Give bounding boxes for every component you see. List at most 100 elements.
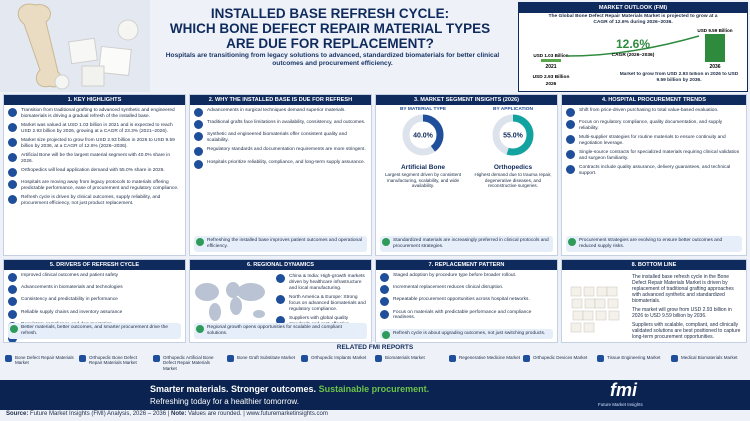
list-item: Focus on regulatory compliance, quality …	[566, 120, 742, 132]
material-image	[570, 286, 620, 333]
outlook-graphic: USD 1.03 Billion 2021 USD 9.59 Billion 2036…	[533, 28, 739, 87]
list-item: Hospitals prioritize reliability, compli…	[194, 159, 367, 169]
footer-icon	[196, 238, 204, 247]
map-land	[209, 303, 221, 321]
title-line: WHICH BONE DEFECT REPAIR MATERIAL TYPES	[169, 21, 491, 36]
panel: 5. DRIVERS OF REFRESH CYCLE Improved clin…	[3, 259, 186, 343]
item-icon	[380, 297, 389, 307]
item-icon	[8, 309, 17, 319]
panel-footer: Procurement strategies are evolving to e…	[566, 236, 742, 252]
segment-column: BY APPLICATION 55.0% Orthopedics Highest de…	[470, 107, 556, 189]
cagr-label: CAGR (2026–2036)	[612, 52, 655, 58]
note-label: Note:	[170, 411, 187, 417]
list-item: The market will grow from USD 2.93 billi…	[632, 307, 732, 320]
footer-band: Smarter materials. Stronger outcomes. Su…	[0, 380, 750, 410]
list-item: Advancements in surgical techniques dema…	[194, 108, 367, 117]
item-icon	[8, 153, 17, 162]
map-land	[226, 282, 240, 298]
report-icon	[153, 355, 160, 362]
segment-name: Orthopedics	[493, 164, 533, 171]
granule	[570, 286, 582, 297]
report-icon	[671, 355, 678, 362]
segment-text: Largest segment driven by consistent man…	[384, 172, 462, 189]
panel: 3. MARKET SEGMENT INSIGHTS (2026) BY MATE…	[375, 94, 558, 256]
report-icon	[227, 355, 234, 362]
item-icon	[194, 108, 203, 117]
item-icon	[8, 297, 17, 307]
panel-heading: 3. MARKET SEGMENT INSIGHTS (2026)	[376, 95, 557, 105]
donut-label: 40.0%	[413, 133, 434, 140]
item-icon	[276, 315, 285, 325]
outlook-summary: The Global Bone Defect Repair Materials …	[548, 14, 718, 25]
donut-label: 55.0%	[503, 133, 524, 140]
tagline-c: Refreshing today for a healthier tomorro…	[150, 397, 299, 406]
title-line: INSTALLED BASE REFRESH CYCLE:	[210, 6, 450, 21]
related-report: Biomaterials Market	[375, 355, 447, 362]
item-list: Shift from price-driven purchasing to to…	[562, 105, 746, 177]
segment-name: Artificial Bone	[400, 164, 446, 171]
granule	[572, 310, 584, 321]
item-icon	[276, 274, 285, 283]
panel: 2. WHY THE INSTALLED BASE IS DUE FOR REF…	[189, 94, 372, 256]
list-item: Focus on materials with predictable perf…	[380, 309, 553, 322]
map-land	[195, 283, 219, 301]
item-icon	[194, 132, 203, 142]
donut: 40.0%	[402, 114, 444, 156]
item-icon	[8, 285, 17, 295]
outlook-note: Market to grow from USD 2.93 billion in …	[619, 72, 739, 83]
list-item: Traditional grafts face limitations in a…	[194, 120, 367, 130]
panel-heading: 4. HOSPITAL PROCUREMENT TRENDS	[562, 95, 746, 105]
cagr: 12.6%	[616, 37, 650, 51]
list-item: Incremental replacement reduces clinical…	[380, 285, 553, 295]
item-icon	[8, 180, 17, 190]
footer-icon	[382, 238, 390, 247]
bar-label: USD 1.03 Billion	[533, 53, 568, 58]
item-icon	[194, 159, 203, 169]
list-item: Synthetic and engineered biomaterials of…	[194, 132, 367, 144]
panel: 8. BOTTOM LINE The installed base refresh…	[561, 259, 747, 343]
report-icon	[301, 355, 308, 362]
granule	[582, 310, 594, 321]
segment-column: BY MATERIAL TYPE 40.0% Artificial Bone Larg…	[380, 107, 466, 189]
panel: 7. REPLACEMENT PATTERN Staged adoption by…	[375, 259, 558, 343]
list-item: Suppliers with scalable, compliant, and …	[632, 322, 741, 341]
panel-footer: Refresh cycle is about upgrading outcome…	[380, 329, 553, 340]
item-icon	[8, 195, 17, 205]
note-text: Values are rounded. | www.futuremarketin…	[188, 411, 328, 417]
donut-segment	[492, 114, 534, 156]
tagline-b: Sustainable procurement.	[318, 384, 430, 394]
list-item: Orthopedics will lead application demand…	[8, 168, 181, 177]
related-report: Medical Biomaterials Market	[671, 355, 743, 362]
list-item: Market size projected to grow from USD 2…	[8, 138, 181, 150]
report-icon	[523, 355, 530, 362]
granule	[596, 286, 608, 297]
outlook-bar	[541, 58, 561, 62]
segment-title: BY APPLICATION	[493, 107, 533, 112]
report-icon	[5, 355, 12, 362]
logo-text: Future Market Insights	[598, 402, 643, 407]
granule	[584, 298, 596, 309]
granule	[608, 310, 620, 321]
report-icon	[449, 355, 456, 362]
panel-footer: Refreshing the installed base improves p…	[194, 236, 367, 252]
tagline-a: Smarter materials. Stronger outcomes.	[150, 384, 317, 394]
list-item: Market was valued at USD 1.03 billion in…	[8, 123, 181, 135]
segment-title: BY MATERIAL TYPE	[399, 107, 447, 112]
note-box: Market to grow from USD 2.93 billion in …	[619, 72, 739, 83]
subtitle: Hospitals are transitioning from legacy …	[165, 52, 500, 67]
report-icon	[597, 355, 604, 362]
panel-heading: 6. REGIONAL DYNAMICS	[190, 260, 371, 270]
list-item: Artificial Bone will be the largest mate…	[8, 153, 181, 165]
list-item: Staged adoption by procedure type before…	[380, 273, 553, 282]
source-text: Future Market Insights (FMI) Analysis, 2…	[30, 411, 170, 417]
outlook-title: MARKET OUTLOOK (FMI)	[519, 3, 747, 13]
item-icon	[8, 168, 17, 177]
item-icon	[8, 138, 17, 147]
list-item: China & India: High-growth markets drive…	[276, 274, 367, 292]
related-report: Orthopedic Devices Market	[523, 355, 595, 362]
panel-heading: 2. WHY THE INSTALLED BASE IS DUE FOR REF…	[190, 95, 371, 105]
list-item: North America & Europe: Strong focus on …	[276, 294, 367, 313]
item-icon	[566, 108, 575, 117]
panel-footer: Better materials, better outcomes, and s…	[8, 323, 181, 339]
panel-heading: 1. KEY HIGHLIGHTS	[4, 95, 185, 105]
